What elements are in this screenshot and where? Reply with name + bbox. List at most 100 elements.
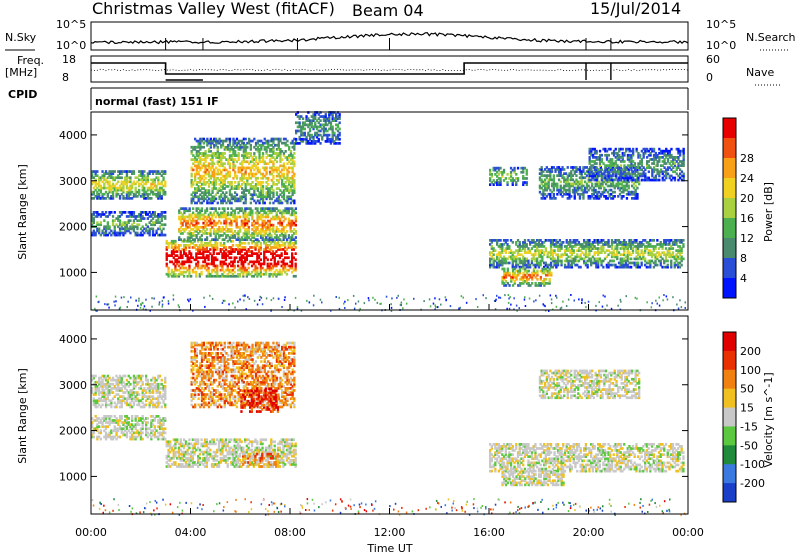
heatmap-cell bbox=[286, 230, 288, 233]
heatmap-cell bbox=[613, 260, 615, 263]
heatmap-cell bbox=[682, 243, 684, 246]
heatmap-cell bbox=[527, 260, 529, 263]
heatmap-cell bbox=[96, 170, 98, 173]
heatmap-cell bbox=[234, 150, 236, 153]
heatmap-cell bbox=[204, 177, 206, 180]
heatmap-cell bbox=[295, 236, 297, 239]
heatmap-cell bbox=[267, 258, 269, 261]
heatmap-cell bbox=[206, 207, 208, 210]
heatmap-cell bbox=[188, 265, 190, 268]
heatmap-cell bbox=[276, 160, 278, 163]
heatmap-cell bbox=[499, 239, 501, 242]
freq-trace bbox=[91, 63, 688, 80]
heatmap-cell bbox=[636, 193, 638, 196]
heatmap-cell bbox=[225, 191, 227, 194]
heatmap-cell bbox=[143, 187, 145, 190]
heatmap-cell bbox=[250, 144, 252, 147]
heatmap-cell bbox=[236, 175, 238, 178]
heatmap-cell bbox=[505, 177, 507, 180]
cpid-label: CPID bbox=[8, 88, 37, 101]
heatmap-cell bbox=[602, 266, 604, 269]
heatmap-cell bbox=[260, 252, 262, 255]
heatmap-cell bbox=[293, 160, 295, 163]
heatmap-cell bbox=[223, 207, 225, 210]
heatmap-cell bbox=[540, 276, 542, 279]
heatmap-cell bbox=[201, 238, 203, 241]
heatmap-cell bbox=[223, 242, 225, 245]
heatmap-cell bbox=[157, 176, 159, 179]
heatmap-cell bbox=[596, 150, 598, 153]
heatmap-cell bbox=[267, 183, 269, 186]
freq-label-line2: [MHz] bbox=[5, 66, 37, 79]
heatmap-cell bbox=[290, 150, 292, 153]
heatmap-cell bbox=[670, 260, 672, 263]
heatmap-cell bbox=[682, 258, 684, 261]
heatmap-cell bbox=[229, 171, 231, 174]
heatmap-cell bbox=[154, 211, 156, 214]
heatmap-cell bbox=[599, 150, 601, 153]
heatmap-cell bbox=[636, 187, 638, 190]
heatmap-cell bbox=[245, 193, 247, 196]
heatmap-cell bbox=[164, 223, 166, 226]
heatmap-cell bbox=[614, 191, 616, 194]
heatmap-cell bbox=[272, 189, 274, 192]
heatmap-cell bbox=[304, 128, 306, 131]
heatmap-cell bbox=[526, 181, 528, 184]
heatmap-cell bbox=[256, 267, 258, 270]
heatmap-cell bbox=[641, 262, 643, 265]
heatmap-cell bbox=[339, 142, 341, 145]
heatmap-cell bbox=[630, 258, 632, 261]
heatmap-cell bbox=[245, 138, 247, 141]
heatmap-cell bbox=[117, 181, 119, 184]
heatmap-cell bbox=[164, 191, 166, 194]
heatmap-cell bbox=[611, 175, 613, 178]
heatmap-cell bbox=[339, 132, 341, 135]
heatmap-cell bbox=[553, 174, 555, 177]
heatmap-cell bbox=[206, 236, 208, 239]
heatmap-cell bbox=[283, 162, 285, 165]
heatmap-cell bbox=[281, 202, 283, 205]
heatmap-cell bbox=[105, 211, 107, 214]
heatmap-cell bbox=[229, 162, 231, 165]
heatmap-cell bbox=[257, 177, 259, 180]
heatmap-cell bbox=[672, 247, 674, 250]
freq-tick-bottom: 8 bbox=[62, 71, 69, 84]
heatmap-cell bbox=[230, 228, 232, 231]
heatmap-cell bbox=[295, 263, 297, 266]
heatmap-cell bbox=[112, 215, 114, 218]
station-title: Christmas Valley West (fitACF) bbox=[92, 0, 335, 18]
heatmap-cell bbox=[183, 238, 185, 241]
heatmap-cell bbox=[299, 121, 301, 124]
heatmap-cell bbox=[295, 212, 297, 215]
heatmap-cell bbox=[238, 152, 240, 155]
heatmap-cell bbox=[667, 264, 669, 267]
heatmap-cell bbox=[232, 244, 234, 247]
heatmap-cell bbox=[291, 252, 293, 255]
heatmap-cell bbox=[216, 258, 218, 261]
heatmap-cell bbox=[244, 242, 246, 245]
heatmap-cell bbox=[656, 264, 658, 267]
heatmap-cell bbox=[293, 156, 295, 159]
freq-tick-top: 18 bbox=[62, 53, 76, 66]
heatmap-cell bbox=[611, 158, 613, 161]
heatmap-cell bbox=[506, 173, 508, 176]
heatmap-cell bbox=[288, 256, 290, 259]
noise-tick-left-top: 10^5 bbox=[56, 18, 86, 31]
heatmap-cell bbox=[108, 181, 110, 184]
heatmap-cell bbox=[234, 271, 236, 274]
heatmap-cell bbox=[135, 187, 137, 190]
nsearch-label: N.Search bbox=[746, 31, 796, 44]
heatmap-cell bbox=[628, 185, 630, 188]
heatmap-cell bbox=[224, 162, 226, 165]
heatmap-cell bbox=[180, 238, 182, 241]
heatmap-cell bbox=[191, 173, 193, 176]
noise-tick-right-bottom: 10^0 bbox=[706, 39, 736, 52]
heatmap-cell bbox=[608, 154, 610, 157]
heatmap-cell bbox=[635, 239, 637, 242]
heatmap-cell bbox=[232, 240, 234, 243]
heatmap-cell bbox=[129, 176, 131, 179]
heatmap-cell bbox=[653, 239, 655, 242]
heatmap-cell bbox=[284, 218, 286, 221]
heatmap-cell bbox=[248, 218, 250, 221]
heatmap-cell bbox=[216, 242, 218, 245]
